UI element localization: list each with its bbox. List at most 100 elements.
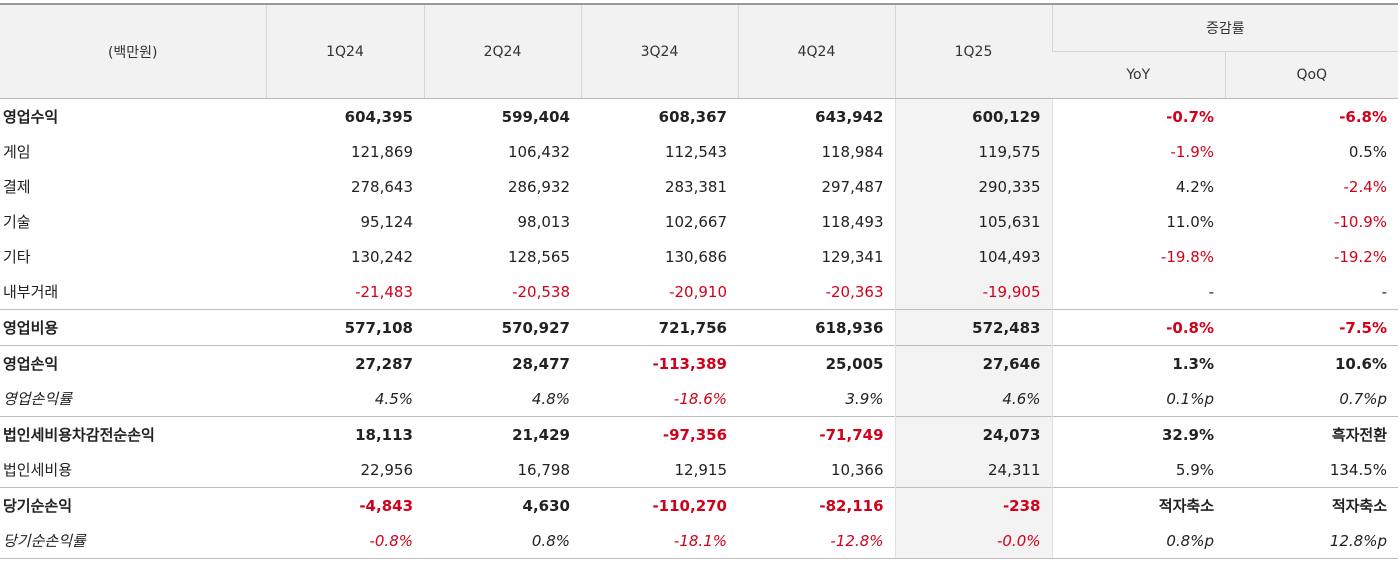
cell-4q24: -71,749: [738, 416, 895, 452]
cell-qoq: -6.8%: [1339, 107, 1388, 126]
cell-3q24: -113,389: [581, 345, 738, 381]
cell-2q24: 0.8%: [424, 523, 581, 559]
table-row: 기타 130,242 128,565 130,686 129,341 104,493 -19…: [0, 239, 1398, 274]
row-label: 기술: [3, 213, 31, 231]
cell-yoy: 11.0%: [1166, 212, 1214, 231]
cell-4q24: -12.8%: [738, 523, 895, 559]
row-label: 법인세비용: [3, 461, 73, 479]
table-row: 영업손익 27,287 28,477 -113,389 25,005 27,646 1.3%…: [0, 345, 1399, 381]
cell-4q24: 3.9%: [845, 389, 884, 408]
period-header-1q25: 1Q25: [894, 3, 1052, 99]
cell-1q25: 24,073: [894, 416, 1053, 452]
period-header-3q24: 3Q24: [580, 3, 738, 99]
row-label: 영업손익: [0, 345, 266, 381]
cell-yoy: 5.9%: [1175, 460, 1214, 479]
cell-4q24: -20,363: [825, 282, 884, 301]
cell-2q24: 128,565: [507, 247, 570, 266]
cell-1q24: 22,956: [360, 460, 414, 479]
cell-1q24: -0.8%: [266, 523, 424, 559]
row-label: 당기순손익률: [0, 523, 266, 559]
cell-2q24: 570,927: [424, 309, 581, 346]
cell-4q24: 118,984: [821, 142, 884, 161]
cell-1q24: 278,643: [350, 177, 413, 196]
cell-2q24: 28,477: [424, 345, 581, 381]
cell-2q24: 286,932: [507, 177, 570, 196]
cell-yoy: -0.8%: [1052, 309, 1225, 346]
table-row: 영업비용 577,108 570,927 721,756 618,936 572,483-…: [0, 309, 1399, 346]
cell-qoq: 10.6%: [1225, 345, 1399, 381]
cell-yoy: -1.9%: [1170, 142, 1214, 161]
change-group-header: 증감률: [1051, 3, 1399, 52]
cell-4q24: 297,487: [821, 177, 884, 196]
table-row: 법인세비용차감전순손익 18,113 21,429 -97,356 -71,749 24,…: [0, 416, 1399, 452]
table-body: 영업수익 604,395 599,404 608,367 643,942 600,129 -…: [0, 98, 1399, 559]
table-row: 결제 278,643 286,932 283,381 297,487 290,335 4.2…: [0, 169, 1398, 204]
cell-4q24: 129,341: [821, 247, 884, 266]
cell-1q25: 4.6%: [894, 381, 1053, 417]
cell-qoq: -: [1381, 282, 1388, 301]
cell-1q25: 572,483: [894, 309, 1053, 346]
table-header: (백만원) 1Q24 2Q24 3Q24 4Q24 1Q25 증감률 YoY Q…: [0, 3, 1399, 99]
row-label: 영업비용: [0, 309, 266, 346]
cell-1q25: 24,311: [894, 452, 1053, 488]
cell-yoy: 0.1%p: [1166, 389, 1214, 408]
cell-4q24: -82,116: [738, 487, 895, 523]
cell-yoy: -19.8%: [1160, 247, 1214, 266]
table-row: 게임 121,869 106,432 112,543 118,984 119,575 -1.…: [0, 134, 1398, 169]
cell-1q25: 27,646: [894, 345, 1053, 381]
cell-3q24: -110,270: [581, 487, 738, 523]
cell-1q25: 104,493: [894, 239, 1053, 274]
row-label: 게임: [3, 143, 31, 161]
cell-1q24: 577,108: [266, 309, 424, 346]
cell-qoq: 12.8%p: [1225, 523, 1399, 559]
table-row: 기술 95,124 98,013 102,667 118,493 105,631 11.0%…: [0, 204, 1398, 239]
cell-3q24: 283,381: [664, 177, 727, 196]
yoy-header: YoY: [1052, 51, 1225, 99]
cell-yoy: 0.8%p: [1052, 523, 1225, 559]
cell-1q24: 27,287: [266, 345, 424, 381]
cell-yoy: -: [1208, 282, 1214, 301]
row-label: 영업수익: [3, 108, 59, 126]
row-label: 영업손익률: [3, 390, 73, 408]
table-row: 영업수익 604,395 599,404 608,367 643,942 600,129 -…: [0, 98, 1398, 134]
cell-qoq: -19.2%: [1333, 247, 1388, 266]
cell-yoy: 1.3%: [1052, 345, 1225, 381]
cell-4q24: 10,366: [831, 460, 884, 479]
cell-3q24: 12,915: [674, 460, 728, 479]
financial-table: (백만원) 1Q24 2Q24 3Q24 4Q24 1Q25 증감률 YoY Q…: [0, 3, 1399, 559]
cell-1q24: 4.5%: [374, 389, 413, 408]
cell-1q24: 604,395: [344, 107, 413, 126]
table-row: 영업손익률 4.5% 4.8% -18.6% 3.9% 4.6% 0.1%p 0.7%p: [0, 381, 1398, 417]
cell-2q24: 4.8%: [531, 389, 570, 408]
row-label: 내부거래: [3, 283, 59, 301]
cell-1q25: 119,575: [894, 134, 1053, 169]
cell-2q24: 4,630: [424, 487, 581, 523]
cell-4q24: 643,942: [815, 107, 884, 126]
unit-header: (백만원): [0, 3, 266, 99]
cell-qoq: 흑자전환: [1225, 416, 1399, 452]
cell-1q24: -21,483: [355, 282, 413, 301]
row-label: 당기순손익: [0, 487, 266, 523]
cell-1q25: 290,335: [894, 169, 1053, 204]
cell-3q24: 102,667: [664, 212, 727, 231]
table-row: 당기순손익률 -0.8% 0.8% -18.1% -12.8% -0.0% 0.8%p 12.…: [0, 523, 1399, 559]
cell-3q24: -18.1%: [581, 523, 738, 559]
cell-1q24: 95,124: [360, 212, 414, 231]
period-header-2q24: 2Q24: [423, 3, 581, 99]
cell-3q24: 721,756: [581, 309, 738, 346]
cell-4q24: 618,936: [738, 309, 895, 346]
cell-2q24: -20,538: [512, 282, 570, 301]
cell-3q24: -97,356: [581, 416, 738, 452]
cell-yoy: 4.2%: [1175, 177, 1214, 196]
cell-2q24: 21,429: [424, 416, 581, 452]
cell-qoq: -10.9%: [1333, 212, 1388, 231]
cell-3q24: 112,543: [664, 142, 727, 161]
cell-1q25: -19,905: [894, 274, 1053, 310]
table-row: 법인세비용 22,956 16,798 12,915 10,366 24,311 5.9% 1…: [0, 452, 1398, 488]
period-header-1q24: 1Q24: [265, 3, 424, 99]
cell-3q24: -18.6%: [673, 389, 727, 408]
cell-1q24: 130,242: [350, 247, 413, 266]
cell-1q25: -0.0%: [894, 523, 1053, 559]
cell-yoy: 적자축소: [1052, 487, 1225, 523]
cell-yoy: 32.9%: [1052, 416, 1225, 452]
